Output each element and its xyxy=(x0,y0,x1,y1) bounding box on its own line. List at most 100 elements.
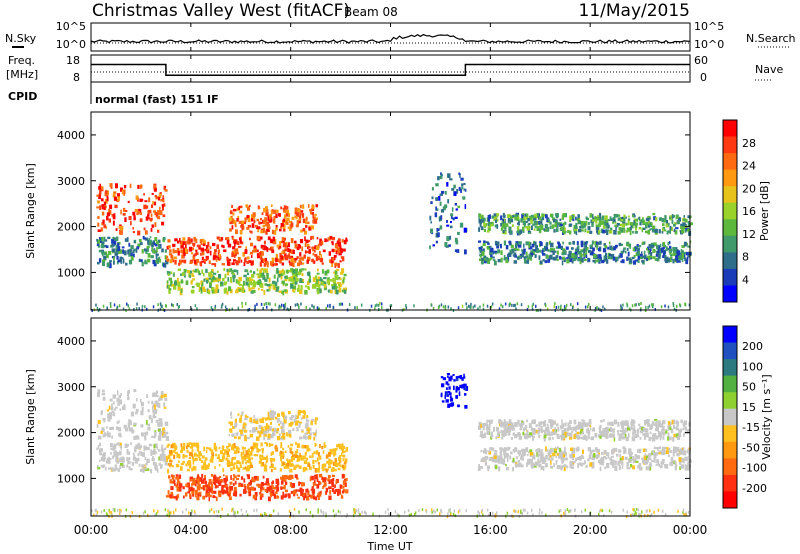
region-4-cell xyxy=(282,218,286,223)
region-7-cell xyxy=(478,240,482,243)
region-2-cell xyxy=(315,245,320,250)
region-6-cell xyxy=(559,223,563,226)
region-2-cell xyxy=(258,251,261,257)
region-6-cell xyxy=(652,212,656,216)
ground-scatter-cell xyxy=(294,303,297,307)
region-3-cell xyxy=(317,290,320,295)
region-0-cell xyxy=(159,206,161,212)
region-7-cell xyxy=(496,457,500,463)
region-6-cell xyxy=(517,432,521,437)
region-2-cell xyxy=(318,465,321,470)
region-7-cell xyxy=(557,241,560,245)
region-2-cell xyxy=(288,255,292,260)
region-2-cell xyxy=(225,457,229,461)
region-6-cell xyxy=(600,420,603,423)
region-3-cell xyxy=(177,277,179,283)
region-6-cell xyxy=(560,436,563,440)
ground-scatter-cell xyxy=(425,510,428,514)
region-6-cell xyxy=(632,427,635,432)
region-3-cell xyxy=(195,489,198,495)
region-3-cell xyxy=(233,475,237,479)
region-3-cell xyxy=(273,494,276,499)
region-2-cell xyxy=(320,242,322,247)
ground-scatter-cell xyxy=(413,304,415,308)
region-7-cell xyxy=(649,248,652,251)
region-7-cell xyxy=(633,247,637,252)
region-1-cell xyxy=(121,246,125,249)
region-4-cell xyxy=(270,210,273,215)
region-6-cell xyxy=(483,435,487,438)
region-2-cell xyxy=(281,453,285,458)
region-2-cell xyxy=(307,463,311,468)
region-6-cell xyxy=(655,435,659,440)
ground-scatter-cell xyxy=(210,507,213,511)
ground-scatter-cell xyxy=(486,304,489,308)
ground-scatter-cell xyxy=(452,512,455,516)
region-2-cell xyxy=(226,445,229,449)
ground-scatter-cell xyxy=(106,306,109,310)
region-1-cell xyxy=(120,445,122,450)
region-0-cell xyxy=(109,204,113,210)
region-5-cell xyxy=(464,386,467,391)
region-5-cell xyxy=(453,379,456,382)
freq-label-2: [MHz] xyxy=(6,68,38,81)
region-4-cell xyxy=(313,219,318,224)
ground-scatter-cell xyxy=(377,303,380,307)
region-2-cell xyxy=(189,261,193,264)
region-2-cell xyxy=(271,249,275,254)
region-6-cell xyxy=(665,429,667,432)
region-2-cell xyxy=(331,241,334,246)
region-2-cell xyxy=(198,245,201,250)
region-6-cell xyxy=(503,231,507,235)
region-6-cell xyxy=(618,214,621,217)
region-2-cell xyxy=(290,249,295,254)
ground-scatter-cell xyxy=(160,305,163,309)
region-4-cell xyxy=(276,435,281,441)
ground-scatter-cell xyxy=(504,302,507,306)
region-3-cell xyxy=(191,274,195,277)
region-1-cell xyxy=(138,238,142,243)
region-2-cell xyxy=(203,259,206,263)
region-1-cell xyxy=(126,237,129,242)
region-7-cell xyxy=(500,257,503,263)
region-2-cell xyxy=(269,443,274,446)
region-6-cell xyxy=(483,220,486,225)
region-0-cell xyxy=(133,217,136,220)
ground-scatter-cell xyxy=(348,303,351,307)
region-3-cell xyxy=(285,475,288,480)
region-0-cell xyxy=(147,409,150,413)
ground-scatter-cell xyxy=(486,508,489,512)
region-6-cell xyxy=(576,431,580,435)
region-3-cell xyxy=(209,284,212,289)
region-0-cell xyxy=(150,228,153,232)
region-1-cell xyxy=(138,258,142,262)
region-0-cell xyxy=(163,433,167,438)
region-1-cell xyxy=(140,468,143,472)
region-6-cell xyxy=(480,226,484,231)
region-6-cell xyxy=(502,423,506,426)
region-4-cell xyxy=(312,213,314,219)
region-3-cell xyxy=(264,278,268,282)
region-1-cell xyxy=(135,459,138,464)
region-6-cell xyxy=(633,220,636,224)
region-0-cell xyxy=(104,205,107,209)
region-0-cell xyxy=(140,410,144,416)
region-3-cell xyxy=(343,273,347,277)
region-2-cell xyxy=(234,445,237,449)
region-6-cell xyxy=(638,227,642,230)
region-5-cell xyxy=(457,404,460,408)
region-0-cell xyxy=(157,216,161,220)
region-6-cell xyxy=(680,226,684,230)
region-1-cell xyxy=(150,449,152,455)
region-1-cell xyxy=(103,236,106,241)
region-5-cell xyxy=(446,182,449,187)
region-7-cell xyxy=(618,460,622,464)
ground-scatter-cell xyxy=(136,302,138,306)
region-6-cell xyxy=(533,218,537,221)
ground-scatter-cell xyxy=(477,307,479,311)
region-2-cell xyxy=(237,245,242,248)
region-1-cell xyxy=(124,238,127,242)
region-2-cell xyxy=(321,465,325,470)
region-7-cell xyxy=(516,256,520,259)
region-3-cell xyxy=(309,476,312,482)
